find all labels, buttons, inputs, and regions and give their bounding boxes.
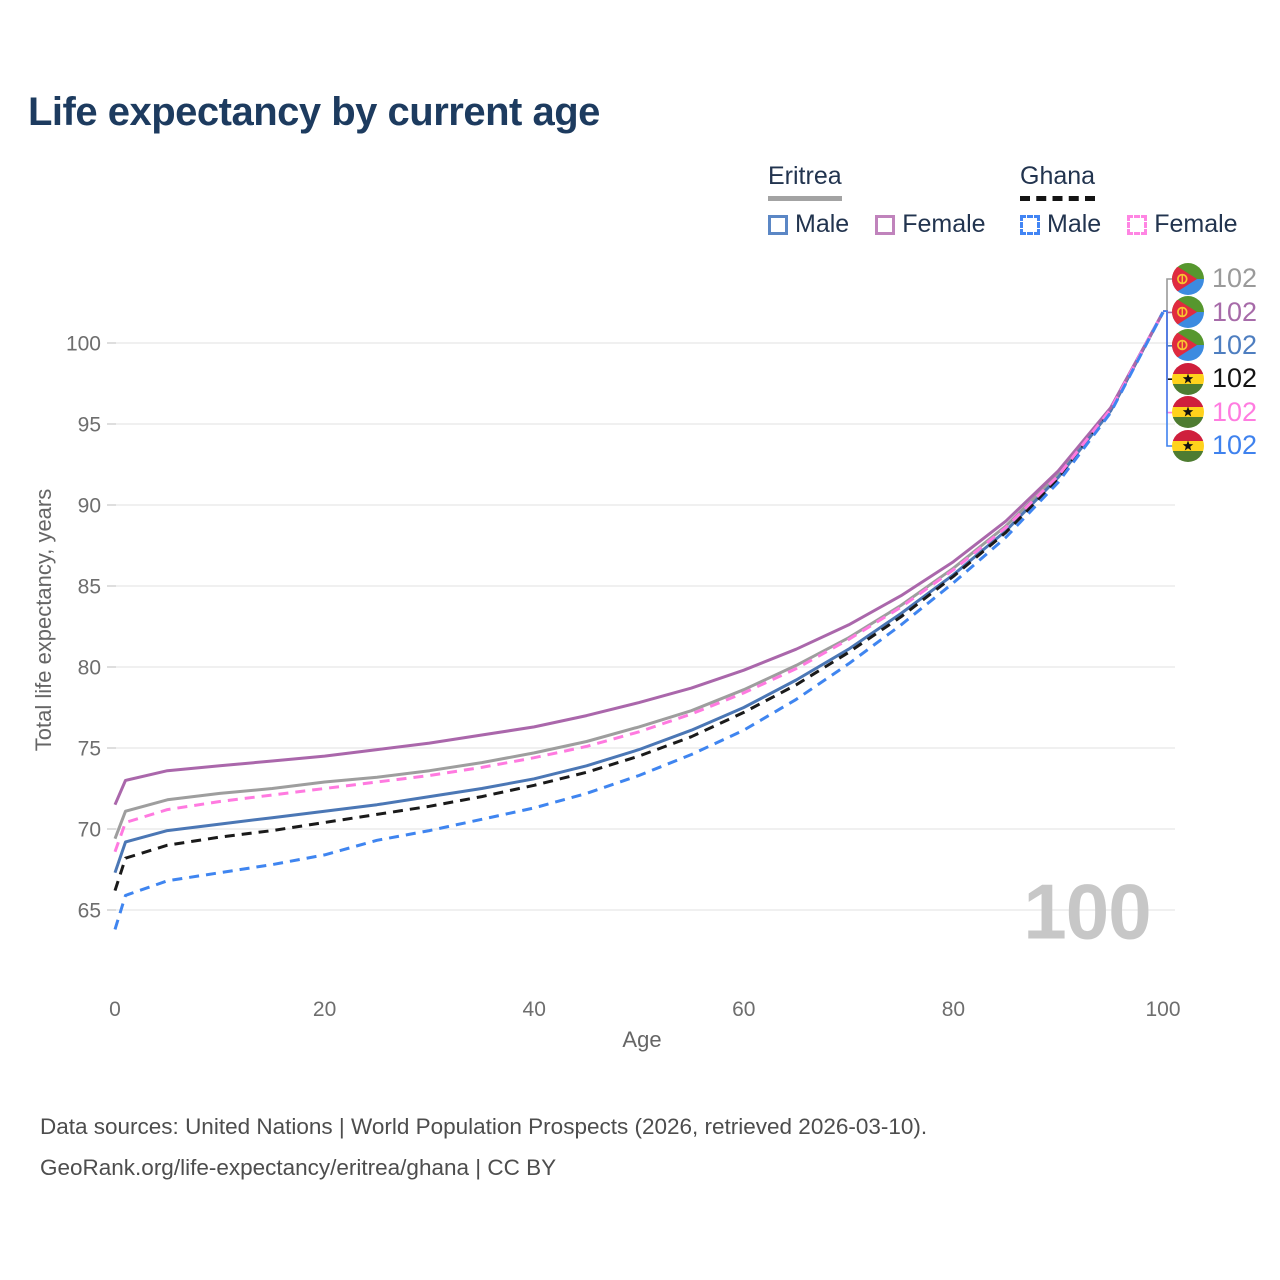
end-value-row-ghana-male: 102 xyxy=(1172,429,1257,462)
eritrea-flag-icon xyxy=(1172,329,1204,361)
page-title: Life expectancy by current age xyxy=(28,90,600,134)
x-axis-title: Age xyxy=(622,1027,662,1052)
ghana-flag-icon xyxy=(1172,363,1204,395)
y-axis-tick-labels: 65 70 75 80 85 90 95 100 xyxy=(66,333,101,923)
x-tick-label: 40 xyxy=(523,998,546,1021)
end-value-row-eritrea-both-sexes-: 102 xyxy=(1172,262,1257,295)
label-leader-lines xyxy=(1163,278,1174,447)
legend-item-eritrea-male[interactable]: Male xyxy=(768,210,849,239)
legend-item-label: Male xyxy=(795,210,850,238)
legend-group-ghana: Ghana Male Female xyxy=(1020,162,1238,239)
legend-item-ghana-male[interactable]: Male xyxy=(1020,210,1101,239)
end-value-row-ghana-female: 102 xyxy=(1172,396,1257,429)
y-tick-label: 85 xyxy=(78,576,101,599)
legend-item-ghana-female[interactable]: Female xyxy=(1127,210,1238,239)
y-tick-label: 90 xyxy=(78,495,101,518)
y-tick-label: 95 xyxy=(78,414,101,437)
age-watermark: 100 xyxy=(1023,867,1151,956)
legend-group-eritrea: Eritrea Male Female xyxy=(768,162,986,239)
ghana-flag-icon xyxy=(1172,396,1204,428)
eritrea-male-swatch-icon xyxy=(768,214,788,235)
end-value-label: 102 xyxy=(1212,396,1258,427)
end-value-label: 102 xyxy=(1212,363,1258,394)
series-line-ghana-male xyxy=(113,311,1165,930)
ghana-male-swatch-icon xyxy=(1020,214,1040,235)
y-tick-label: 100 xyxy=(66,333,101,356)
legend-item-label: Female xyxy=(902,210,986,238)
series-line-ghana-female xyxy=(113,311,1165,853)
end-value-labels: 102 102 102 102 102 102 xyxy=(1172,262,1257,462)
eritrea-female-swatch-icon xyxy=(875,214,896,235)
legend-country-eritrea[interactable]: Eritrea xyxy=(768,162,842,201)
end-value-label: 102 xyxy=(1212,296,1258,327)
legend-item-eritrea-female[interactable]: Female xyxy=(875,210,986,239)
x-axis-tick-labels: 0 20 40 60 80 100 xyxy=(109,998,1180,1021)
y-tick-label: 70 xyxy=(78,819,101,842)
series-line-ghana-both-sexes- xyxy=(113,311,1165,892)
ghana-flag-icon xyxy=(1172,430,1204,462)
legend-item-label: Female xyxy=(1154,210,1238,238)
x-tick-label: 0 xyxy=(109,998,121,1021)
y-tick-label: 65 xyxy=(78,900,101,923)
end-value-label: 102 xyxy=(1212,430,1258,461)
end-value-row-eritrea-female: 102 xyxy=(1172,295,1257,328)
series-lines xyxy=(113,311,1165,930)
y-axis-title: Total life expectancy, years xyxy=(31,488,56,752)
eritrea-flag-icon xyxy=(1172,296,1204,328)
end-value-label: 102 xyxy=(1212,263,1258,294)
footer-sources-line: Data sources: United Nations | World Pop… xyxy=(40,1114,928,1139)
end-value-row-ghana-both-sexes-: 102 xyxy=(1172,362,1257,395)
x-tick-label: 80 xyxy=(942,998,965,1021)
footer-attribution-line: GeoRank.org/life-expectancy/eritrea/ghan… xyxy=(40,1155,557,1180)
data-sources-footer: Data sources: United Nations | World Pop… xyxy=(40,1106,927,1188)
legend-country-ghana[interactable]: Ghana xyxy=(1020,162,1096,201)
legend-item-label: Male xyxy=(1047,210,1102,238)
gridlines xyxy=(107,342,1175,911)
end-value-row-eritrea-male: 102 xyxy=(1172,329,1257,362)
y-tick-label: 80 xyxy=(78,657,101,680)
ghana-female-swatch-icon xyxy=(1127,214,1148,235)
end-value-label: 102 xyxy=(1212,329,1258,360)
eritrea-flag-icon xyxy=(1172,263,1204,295)
x-tick-label: 100 xyxy=(1145,998,1180,1021)
y-tick-label: 75 xyxy=(78,738,101,761)
series-line-eritrea-female xyxy=(113,311,1165,806)
x-tick-label: 20 xyxy=(313,998,336,1021)
leader-line xyxy=(1163,310,1174,447)
x-tick-label: 60 xyxy=(732,998,755,1021)
